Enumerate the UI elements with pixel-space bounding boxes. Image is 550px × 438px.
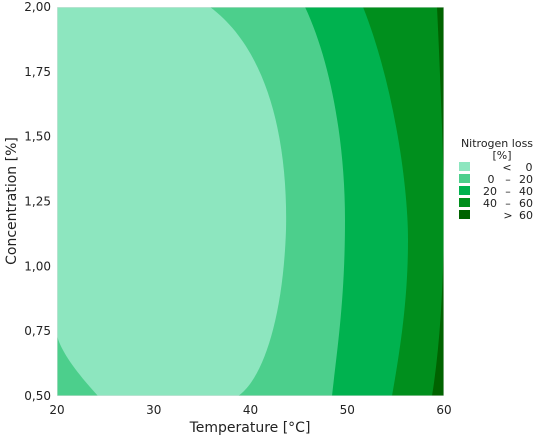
legend-operator: – [505, 173, 511, 186]
legend-title: Nitrogen loss [461, 137, 533, 150]
y-tick-label: 0,50 [24, 389, 51, 403]
legend-high: 40 [519, 185, 533, 198]
legend-operator: – [505, 197, 511, 210]
legend-entry-20-40: 20 – 40 [459, 185, 533, 198]
legend-title-unit: [%] [492, 149, 511, 162]
legend-swatch [459, 198, 470, 207]
legend-high: 60 [519, 209, 533, 222]
y-tick-label: 1,00 [24, 259, 51, 273]
x-tick-label: 60 [436, 403, 451, 417]
y-axis: 0,50 0,75 1,00 1,25 1,50 1,75 2,00 Conce… [4, 0, 51, 403]
legend-swatch [459, 174, 470, 183]
legend-entry-lt-0: < 0 [459, 161, 533, 174]
legend-low: 20 [483, 185, 497, 198]
legend-low: 0 [488, 173, 495, 186]
y-tick-label: 1,50 [24, 130, 51, 144]
y-tick-label: 1,75 [24, 65, 51, 79]
legend-entry-gt-60: > 60 [459, 209, 533, 222]
legend-operator: < [502, 161, 511, 174]
plot-area [57, 7, 444, 396]
x-axis-title: Temperature [°C] [189, 420, 311, 436]
legend-swatch [459, 210, 470, 219]
legend-swatch [459, 162, 470, 171]
legend-high: 20 [519, 173, 533, 186]
x-tick-label: 40 [243, 403, 258, 417]
legend-swatch [459, 186, 470, 195]
legend-low: 40 [483, 197, 497, 210]
y-tick-label: 2,00 [24, 0, 51, 14]
x-axis: 20 30 40 50 60 Temperature [°C] [49, 403, 451, 436]
x-tick-label: 50 [340, 403, 355, 417]
x-tick-label: 30 [146, 403, 161, 417]
region-lt-0 [57, 7, 287, 396]
x-tick-label: 20 [49, 403, 64, 417]
y-axis-title: Concentration [%] [4, 137, 20, 265]
legend: Nitrogen loss [%] < 0 0 – 20 20 – 40 40 … [459, 137, 533, 222]
legend-operator: > [503, 209, 512, 222]
legend-entry-0-20: 0 – 20 [459, 173, 533, 186]
legend-operator: – [505, 185, 511, 198]
y-tick-label: 1,25 [24, 195, 51, 209]
legend-high: 0 [526, 161, 533, 174]
legend-high: 60 [519, 197, 533, 210]
legend-entry-40-60: 40 – 60 [459, 197, 533, 210]
y-tick-label: 0,75 [24, 324, 51, 338]
